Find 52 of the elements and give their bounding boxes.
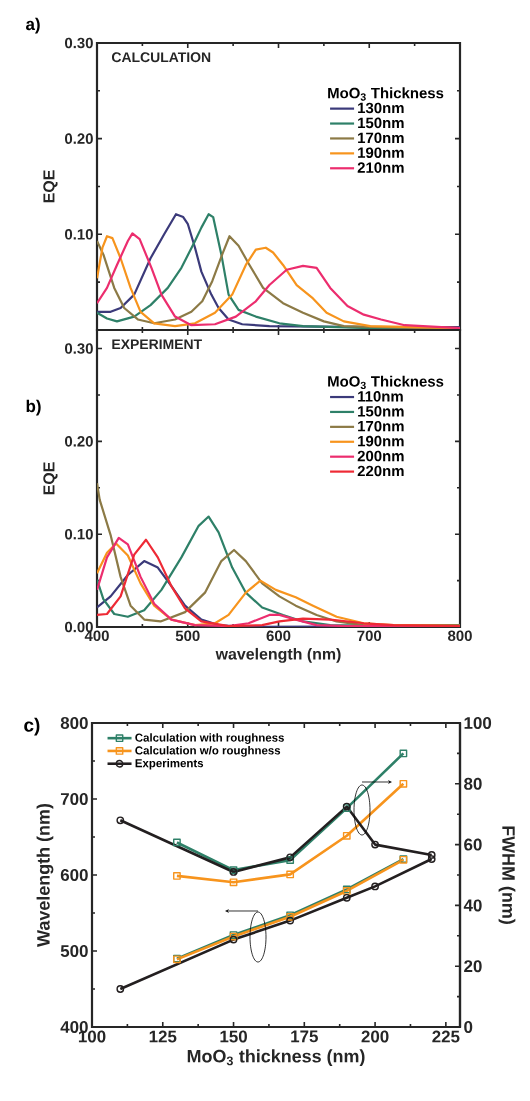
legend-label: 110nm <box>358 391 403 402</box>
x-tick-label: 175 <box>291 1030 318 1043</box>
y2-tick-label: 40 <box>463 899 482 912</box>
legend-label: 220nm <box>357 465 404 477</box>
y2-tick-label: 20 <box>464 960 482 973</box>
y-tick-label: 0.30 <box>64 343 93 354</box>
legend-title: MoO$_{3}$ Thickness <box>328 375 444 390</box>
x-tick-label: 225 <box>432 1030 460 1043</box>
legend-label: Experiments <box>135 758 204 770</box>
x-axis-title: wavelength (nm) <box>215 647 341 663</box>
legend-title: MoO$_{3}$ Thickness <box>328 87 444 101</box>
annotation: CALCULATION <box>111 52 211 63</box>
y-tick-label: 0.10 <box>64 229 93 240</box>
y-tick-label: 700 <box>60 793 88 805</box>
y-tick-label: 0.20 <box>64 133 93 144</box>
y-tick-label: 0.30 <box>64 37 93 49</box>
legend-label: 150nm <box>358 405 404 417</box>
legend-label: 190nm <box>358 435 404 447</box>
text: b) <box>26 399 41 416</box>
y-tick-label: 500 <box>60 945 88 957</box>
y-axis-title: EQE <box>43 462 58 495</box>
x-tick-label: 600 <box>266 630 291 642</box>
y-axis-title: Wavelength (nm) <box>36 804 54 947</box>
y-tick-label: 600 <box>60 869 88 881</box>
x-axis-title: MoO$_{3}$ thickness (nm) <box>187 1049 365 1067</box>
legend-label: 190nm <box>358 147 404 158</box>
x-tick-label: 200 <box>361 1030 389 1043</box>
legend-label: 170nm <box>358 132 404 144</box>
legend-label: 150nm <box>358 117 404 129</box>
legend-label: 200nm <box>357 450 404 462</box>
y2-axis-title: FWHM (nm) <box>498 826 516 924</box>
legend-label: 170nm <box>358 420 404 432</box>
legend-label: 210nm <box>357 162 404 173</box>
legend-label: Calculation with roughness <box>135 733 284 744</box>
legend-label: 130nm <box>358 102 404 114</box>
y2-tick-label: 80 <box>464 777 482 790</box>
y-tick-label: 0.20 <box>64 436 93 447</box>
x-tick-label: 500 <box>175 630 200 642</box>
y2-tick-label: 60 <box>464 838 482 851</box>
chart-title: a) <box>26 17 40 34</box>
y-tick-label: 800 <box>60 717 88 729</box>
x-tick-label: 150 <box>220 1030 247 1043</box>
y2-tick-label: 100 <box>464 717 492 729</box>
x-tick-label: 800 <box>448 630 472 642</box>
x-tick-label: 125 <box>149 1030 177 1043</box>
chart-title: c) <box>24 717 40 736</box>
y-axis-title: EQE <box>43 170 58 203</box>
y2-tick-label: 0 <box>464 1021 473 1033</box>
x-tick-label: 700 <box>357 630 382 642</box>
legend-label: Calculation w/o roughness <box>135 746 281 757</box>
annotation: EXPERIMENT <box>112 339 202 350</box>
y-tick-label: 0.10 <box>64 528 93 540</box>
